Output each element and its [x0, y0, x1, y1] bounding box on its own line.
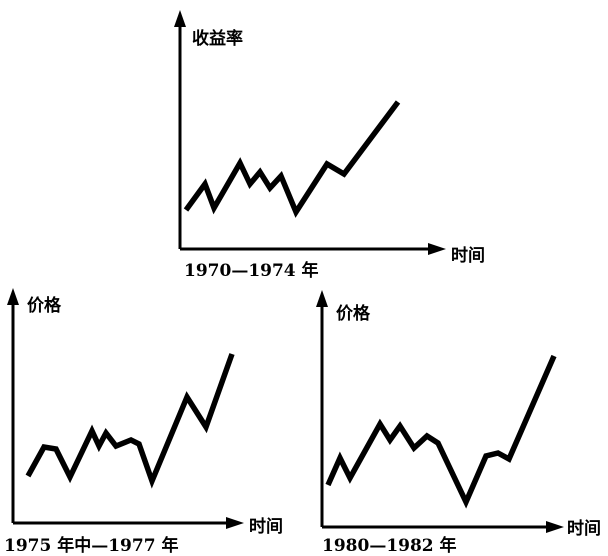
bottom-left-x-axis-arrow [226, 517, 244, 529]
top-x-label: 时间 [451, 245, 485, 266]
top-caption: 1970—1974 年 [184, 260, 319, 281]
panel-top: 收益率 时间 1970—1974 年 [174, 10, 485, 281]
bottom-right-y-label: 价格 [336, 303, 371, 324]
top-x-axis-arrow [428, 243, 446, 255]
bottom-right-x-axis-arrow [546, 521, 564, 533]
bottom-right-curve [325, 354, 557, 509]
bottom-left-curve [25, 353, 235, 489]
top-curve [183, 100, 401, 218]
bottom-left-y-axis-arrow [7, 288, 19, 305]
bottom-left-caption: 1975 年中—1977 年 [4, 535, 178, 556]
bottom-left-x-label: 时间 [249, 516, 283, 537]
bottom-right-y-axis-arrow [316, 290, 328, 307]
bottom-left-y-label: 价格 [27, 295, 62, 316]
panel-bottom-right: 价格 时间 1980—1982 年 [316, 290, 601, 556]
top-y-axis-arrow [174, 10, 186, 27]
top-y-label: 收益率 [192, 28, 243, 49]
panel-bottom-left: 价格 时间 1975 年中—1977 年 [4, 288, 283, 556]
bottom-right-caption: 1980—1982 年 [322, 535, 457, 556]
bottom-right-x-label: 时间 [567, 518, 601, 539]
